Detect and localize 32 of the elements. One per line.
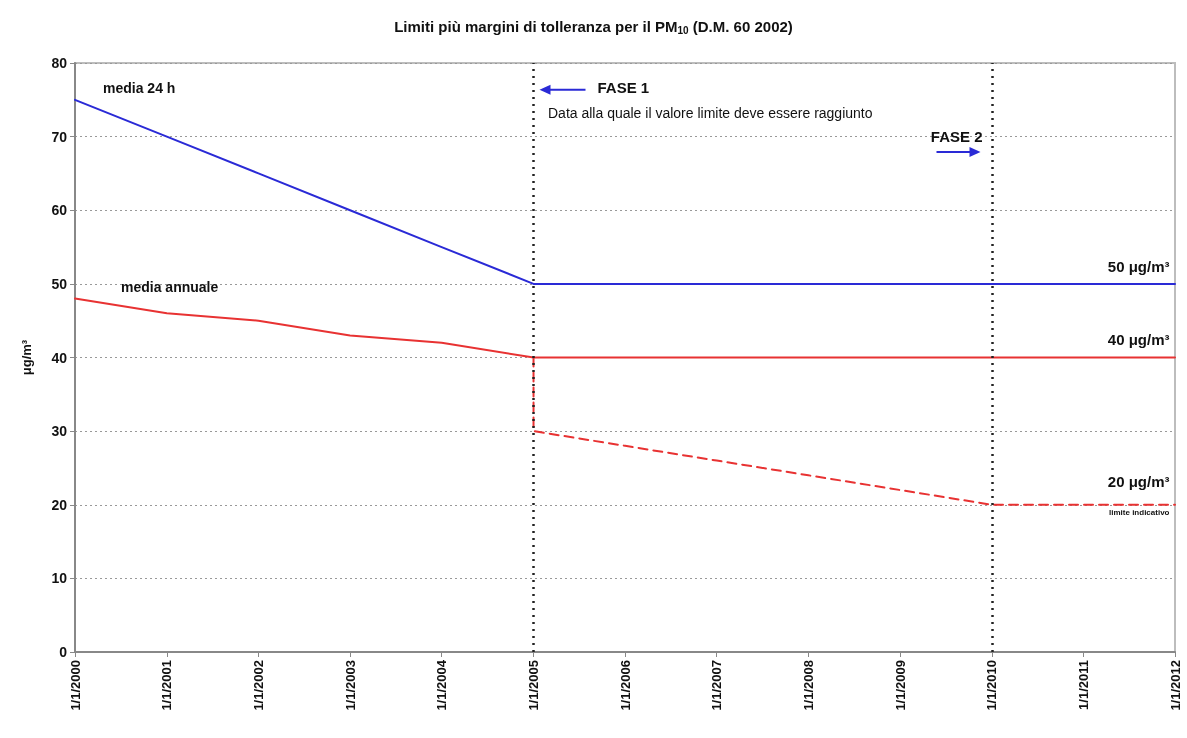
y-tick-label: 80 <box>51 55 68 71</box>
x-tick-label: 1/1/2011 <box>1075 660 1091 710</box>
x-tick-label: 1/1/2010 <box>984 660 1000 711</box>
annotation: FASE 2 <box>930 127 983 145</box>
y-tick-label: 70 <box>51 128 68 145</box>
x-tick-label: 1/1/2000 <box>67 660 83 711</box>
y-tick-label: 60 <box>51 202 68 219</box>
x-tick-label: 1/1/2009 <box>892 660 908 711</box>
x-tick-label: 1/1/2008 <box>800 660 816 711</box>
annotation: 20 μg/m³ <box>1107 473 1170 491</box>
annotation: FASE 1 <box>597 79 650 97</box>
x-tick-label: 1/1/2007 <box>709 660 725 711</box>
y-axis-title: μg/m³ <box>19 339 34 376</box>
series-label: media 24 h <box>103 79 176 96</box>
x-tick-label: 1/1/2001 <box>159 660 175 711</box>
y-tick-label: 0 <box>59 644 68 660</box>
x-tick-label: 1/1/2004 <box>434 659 450 711</box>
y-tick-label: 30 <box>51 423 68 440</box>
annotation: 40 μg/m³ <box>1107 331 1170 349</box>
y-tick-label: 10 <box>51 570 68 587</box>
x-tick-label: 1/1/2006 <box>617 660 633 711</box>
x-tick-label: 1/1/2002 <box>250 660 266 711</box>
annotation: 50 μg/m³ <box>1107 257 1170 275</box>
y-tick-label: 20 <box>51 496 68 513</box>
y-tick-label: 40 <box>51 349 68 366</box>
series-label: media annuale <box>121 278 219 295</box>
x-tick-label: 1/1/2005 <box>526 660 542 711</box>
x-tick-label: 1/1/2012 <box>1167 660 1183 711</box>
y-tick-label: 50 <box>51 275 68 292</box>
x-tick-label: 1/1/2003 <box>342 660 358 711</box>
annotation: Data alla quale il valore limite deve essere raggiunto <box>548 105 873 122</box>
annotation: limite indicativo <box>1109 508 1170 518</box>
